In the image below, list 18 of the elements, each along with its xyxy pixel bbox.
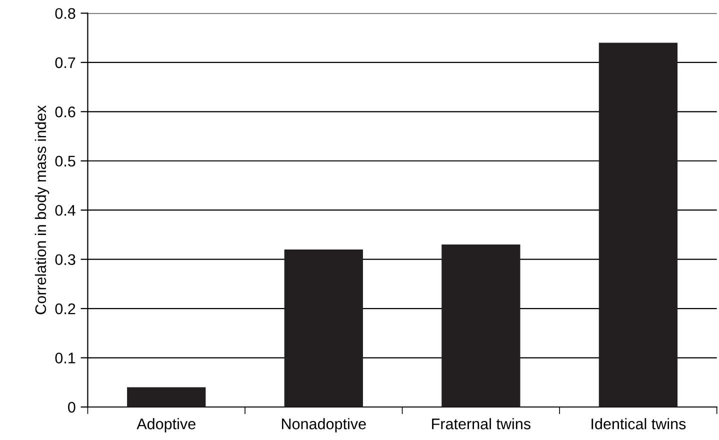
y-tick-label: 0.3 [55, 254, 76, 266]
y-tick-label: 0.1 [55, 352, 76, 364]
x-tick-label: Nonadoptive [282, 418, 366, 432]
y-tick-label: 0.8 [55, 8, 76, 19]
bar [598, 42, 678, 407]
bar [442, 244, 520, 407]
y-tick-label: 0 [68, 402, 76, 413]
y-tick-label: 0.4 [55, 204, 76, 216]
bar [127, 387, 206, 407]
bar [284, 249, 363, 407]
y-tick-label: 0.7 [55, 57, 76, 68]
y-tick-label: 0.6 [55, 106, 76, 118]
y-axis-title: Correlation in body mass index [34, 105, 50, 314]
x-tick-label: Fraternal twins [432, 418, 530, 430]
x-tick-label: Adoptive [136, 418, 196, 432]
y-tick-label: 0.5 [55, 156, 76, 167]
x-tick-label: Identical twins [592, 418, 686, 430]
y-tick-label: 0.2 [55, 303, 76, 314]
